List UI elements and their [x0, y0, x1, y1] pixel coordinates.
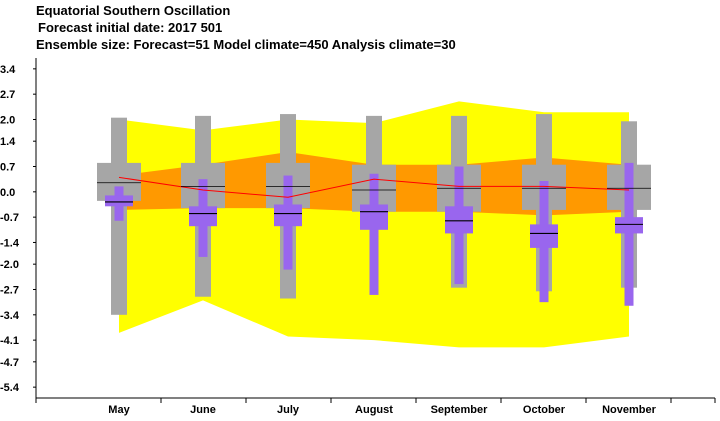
y-tick-label: 2.0 — [0, 114, 15, 126]
forecast-whisker — [369, 173, 379, 295]
y-tick-label: -4.1 — [0, 335, 19, 347]
forecast-box — [615, 217, 643, 234]
month-label-july: July — [277, 404, 300, 416]
y-tick-label: -2.0 — [0, 259, 19, 271]
forecast-box — [530, 224, 558, 248]
y-tick-label: -5.4 — [0, 382, 20, 394]
forecast-box — [274, 204, 302, 227]
y-tick-labels: 3.4 2.7 2.0 1.4 0.7 0.0 -0.7 -1.4 -2.0 -… — [0, 64, 20, 394]
month-label-october: October — [523, 404, 566, 416]
y-tick-label: 2.7 — [0, 89, 15, 101]
month-label-august: August — [355, 404, 393, 416]
y-ticks — [33, 68, 36, 388]
forecast-date: Forecast initial date: 2017 501 — [38, 20, 223, 35]
month-labels: May June July August September October N… — [108, 404, 656, 416]
month-label-november: November — [602, 404, 657, 416]
y-tick-label: 0.0 — [0, 187, 15, 199]
title-block: Equatorial Southern Oscillation Forecast… — [36, 2, 686, 53]
month-label-september: September — [431, 404, 489, 416]
median-lines — [97, 182, 651, 234]
forecast-boxes — [105, 162, 643, 306]
y-tick-label: -0.7 — [0, 212, 19, 224]
forecast-box — [189, 206, 217, 227]
month-label-june: June — [190, 404, 216, 416]
axes — [33, 58, 716, 403]
x-ticks — [35, 398, 716, 403]
chart-title: Equatorial Southern Oscillation — [36, 3, 231, 18]
y-tick-label: -2.7 — [0, 284, 19, 296]
ensemble-size: Ensemble size: Forecast=51 Model climate… — [36, 37, 456, 52]
plot-area — [97, 101, 651, 348]
forecast-box — [105, 195, 133, 207]
y-tick-label: 3.4 — [0, 64, 16, 76]
y-tick-label: -1.4 — [0, 237, 20, 249]
y-tick-label: 0.7 — [0, 162, 15, 174]
month-label-may: May — [108, 404, 130, 416]
forecast-whisker — [624, 162, 634, 306]
forecast-box — [445, 206, 473, 234]
forecast-box — [360, 204, 388, 230]
ensemble-mean-line — [118, 176, 630, 198]
y-tick-label: -3.4 — [0, 310, 20, 322]
y-tick-label: 1.4 — [0, 136, 16, 148]
y-tick-label: -4.7 — [0, 357, 19, 369]
